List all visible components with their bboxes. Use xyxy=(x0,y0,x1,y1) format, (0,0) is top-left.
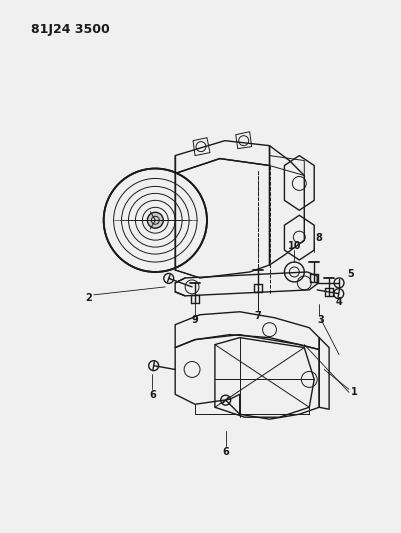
Text: 5: 5 xyxy=(347,269,353,279)
Text: 7: 7 xyxy=(253,311,260,321)
Text: 6: 6 xyxy=(149,390,155,400)
Text: 4: 4 xyxy=(335,297,342,307)
Text: 2: 2 xyxy=(85,293,92,303)
Text: 10: 10 xyxy=(287,241,300,251)
Text: 9: 9 xyxy=(191,314,198,325)
Text: 8: 8 xyxy=(315,233,322,243)
Circle shape xyxy=(147,212,163,228)
Text: 6: 6 xyxy=(222,447,229,457)
Text: 1: 1 xyxy=(350,387,356,397)
Text: 3: 3 xyxy=(317,314,324,325)
Text: 81J24 3500: 81J24 3500 xyxy=(31,23,109,36)
